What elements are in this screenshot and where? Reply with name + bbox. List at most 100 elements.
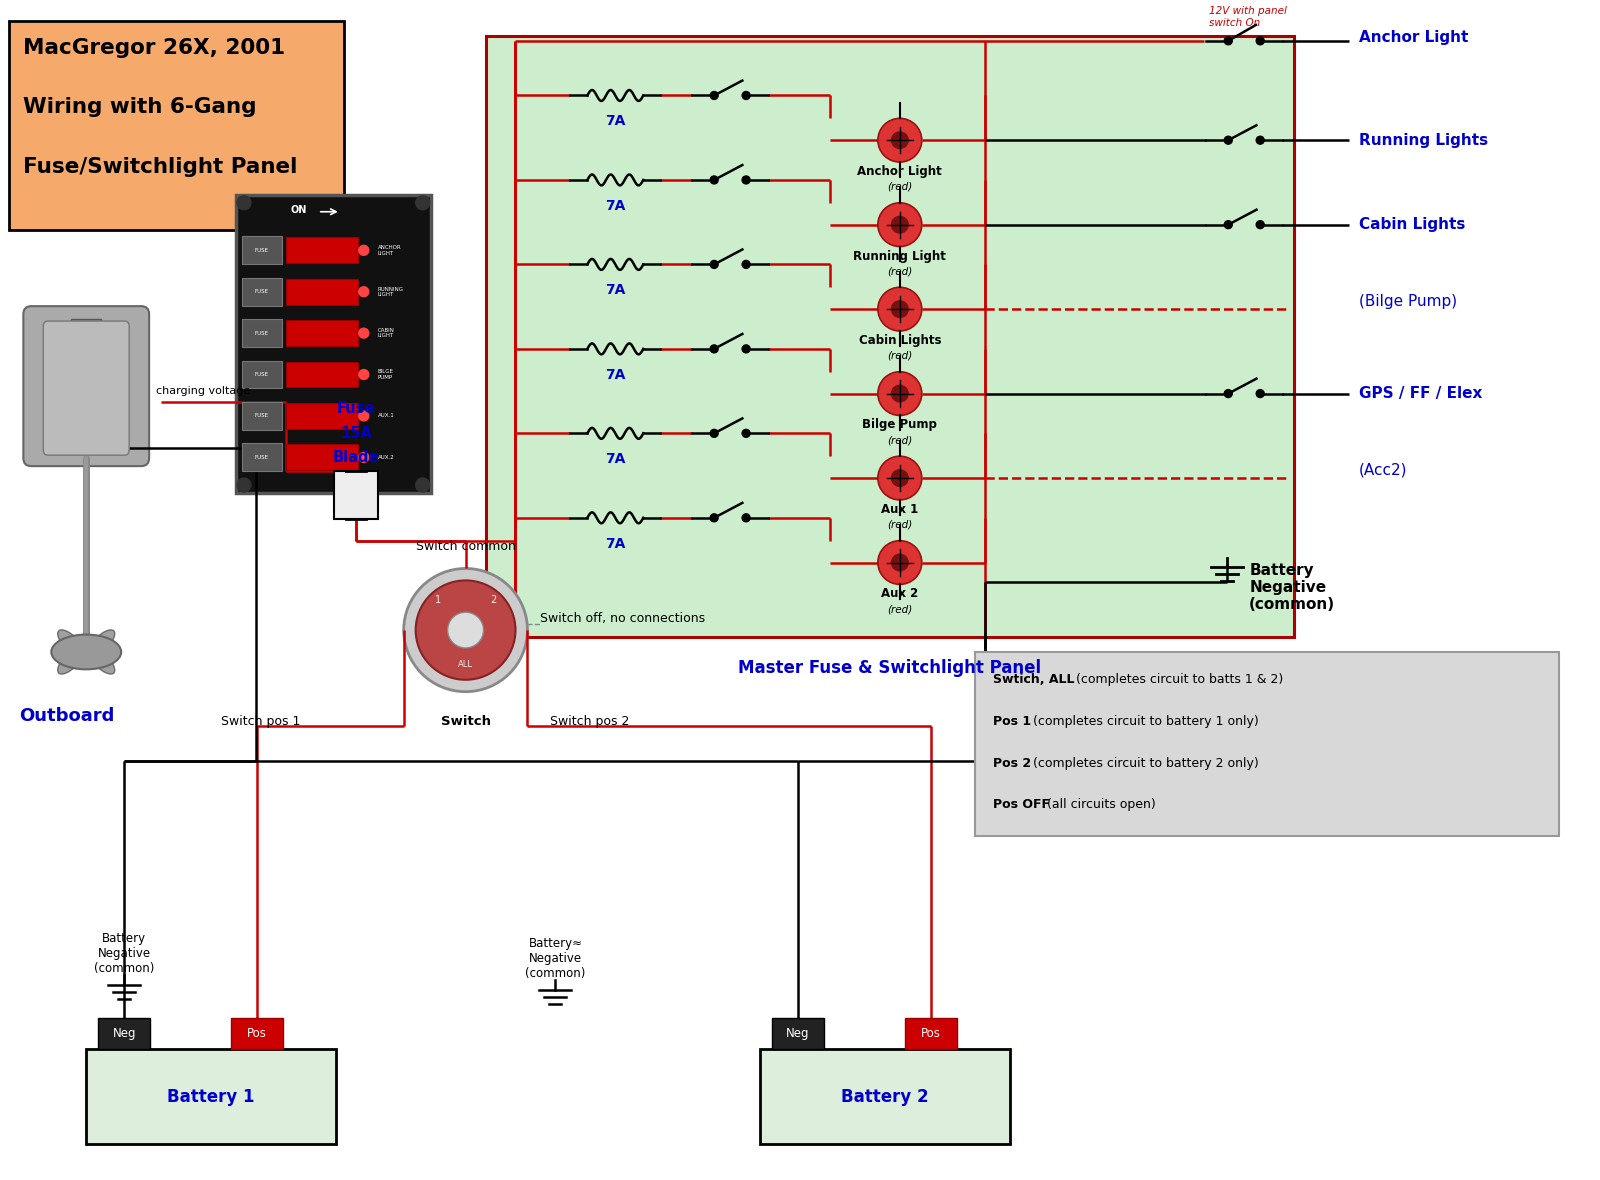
Text: AUX.1: AUX.1 <box>378 413 395 419</box>
Ellipse shape <box>86 645 115 674</box>
Circle shape <box>710 176 718 184</box>
Circle shape <box>1256 136 1264 144</box>
Text: Wiring with 6-Gang: Wiring with 6-Gang <box>24 98 258 118</box>
Text: Anchor Light: Anchor Light <box>858 165 942 178</box>
Text: Neg: Neg <box>786 1027 810 1040</box>
Circle shape <box>891 386 909 402</box>
Ellipse shape <box>58 630 86 658</box>
Text: ON: ON <box>291 205 307 215</box>
FancyBboxPatch shape <box>24 306 149 466</box>
Text: Pos: Pos <box>246 1027 267 1040</box>
Circle shape <box>358 452 368 463</box>
Bar <box>286 445 358 471</box>
Text: (red): (red) <box>888 435 912 445</box>
Bar <box>974 653 1558 835</box>
Bar <box>86 1049 336 1143</box>
Text: 7A: 7A <box>605 452 626 466</box>
Circle shape <box>878 457 922 500</box>
Text: (red): (red) <box>888 350 912 361</box>
Text: AUX.2: AUX.2 <box>378 454 395 460</box>
Circle shape <box>358 369 368 380</box>
Circle shape <box>742 92 750 99</box>
Bar <box>286 278 358 304</box>
FancyBboxPatch shape <box>10 21 344 230</box>
Text: Pos 1: Pos 1 <box>992 715 1030 728</box>
Circle shape <box>878 372 922 415</box>
Text: Cabin Lights: Cabin Lights <box>859 334 941 347</box>
Text: 1: 1 <box>435 595 440 605</box>
Text: RUNNING
LIGHT: RUNNING LIGHT <box>378 287 403 297</box>
Circle shape <box>878 540 922 584</box>
Text: Pos OFF: Pos OFF <box>992 799 1050 812</box>
Bar <box>242 361 282 388</box>
Ellipse shape <box>86 630 115 658</box>
Text: Battery 2: Battery 2 <box>842 1088 928 1106</box>
Text: (red): (red) <box>888 267 912 276</box>
Circle shape <box>891 216 909 232</box>
Circle shape <box>1256 221 1264 229</box>
Text: FUSE: FUSE <box>254 454 269 460</box>
Text: Cabin Lights: Cabin Lights <box>1358 217 1466 232</box>
Circle shape <box>358 411 368 421</box>
Text: FUSE: FUSE <box>254 372 269 378</box>
Text: (red): (red) <box>888 182 912 192</box>
Text: FUSE: FUSE <box>254 330 269 335</box>
Bar <box>906 1017 957 1049</box>
Text: 2: 2 <box>491 595 496 605</box>
Circle shape <box>742 261 750 268</box>
Text: Switch common: Switch common <box>416 539 515 552</box>
Bar <box>242 236 282 264</box>
Bar <box>235 195 430 493</box>
Bar <box>242 444 282 471</box>
Circle shape <box>710 345 718 353</box>
Text: 7A: 7A <box>605 368 626 382</box>
Circle shape <box>891 555 909 571</box>
Text: FUSE: FUSE <box>254 413 269 419</box>
Circle shape <box>237 196 251 210</box>
FancyBboxPatch shape <box>43 321 130 455</box>
Circle shape <box>1256 389 1264 398</box>
Bar <box>286 404 358 428</box>
Bar <box>230 1017 283 1049</box>
Circle shape <box>448 612 483 648</box>
Bar <box>286 237 358 263</box>
Text: Aux 2: Aux 2 <box>882 588 918 601</box>
Text: (all circuits open): (all circuits open) <box>1043 799 1155 812</box>
Bar <box>242 402 282 430</box>
Circle shape <box>237 478 251 492</box>
Circle shape <box>891 301 909 317</box>
Circle shape <box>1224 136 1232 144</box>
Text: 7A: 7A <box>605 537 626 551</box>
Text: 7A: 7A <box>605 198 626 212</box>
Text: Pos 2: Pos 2 <box>992 756 1030 769</box>
Bar <box>286 320 358 346</box>
Circle shape <box>878 118 922 162</box>
Circle shape <box>1256 37 1264 45</box>
Circle shape <box>1224 221 1232 229</box>
Text: Bilge Pump: Bilge Pump <box>862 419 938 432</box>
Text: Battery
Negative
(common): Battery Negative (common) <box>94 932 154 975</box>
Text: ALL: ALL <box>458 661 474 669</box>
Text: Battery
Negative
(common): Battery Negative (common) <box>1250 563 1336 612</box>
Circle shape <box>403 569 528 691</box>
Text: (red): (red) <box>888 520 912 530</box>
Text: Switch pos 1: Switch pos 1 <box>221 715 301 728</box>
Text: 12V with panel
switch On: 12V with panel switch On <box>1210 6 1286 28</box>
Ellipse shape <box>51 635 122 669</box>
Circle shape <box>1224 37 1232 45</box>
Bar <box>485 35 1294 637</box>
Text: Switch: Switch <box>440 715 491 728</box>
Text: Battery≈
Negative
(common): Battery≈ Negative (common) <box>525 937 586 979</box>
Circle shape <box>358 245 368 255</box>
Circle shape <box>710 261 718 268</box>
Circle shape <box>710 92 718 99</box>
Text: Running Lights: Running Lights <box>1358 132 1488 148</box>
Text: Anchor Light: Anchor Light <box>1358 31 1469 45</box>
Text: 7A: 7A <box>605 283 626 297</box>
Text: 7A: 7A <box>605 114 626 129</box>
Ellipse shape <box>58 645 86 674</box>
Text: (completes circuit to battery 1 only): (completes circuit to battery 1 only) <box>1029 715 1258 728</box>
Circle shape <box>878 203 922 247</box>
Text: 15A: 15A <box>339 426 371 441</box>
Circle shape <box>891 470 909 486</box>
